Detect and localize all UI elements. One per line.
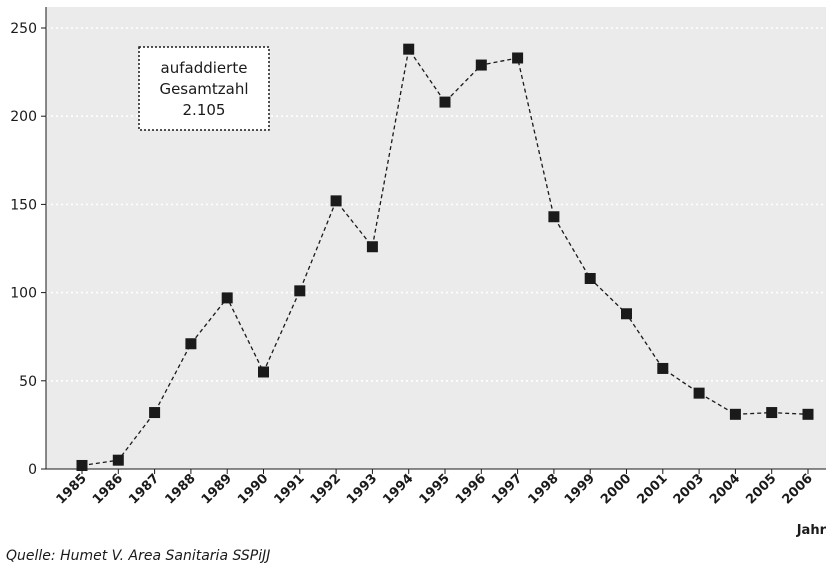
data-point [729,408,741,420]
data-point [439,96,451,108]
data-point [149,407,161,419]
x-tick-label: 1987 [126,471,162,507]
data-point [657,362,669,374]
x-tick-label: 1999 [562,471,598,507]
x-tick-label: 1990 [235,471,271,507]
y-tick-label: 150 [10,197,37,213]
x-tick-label: 1991 [271,471,307,507]
data-point [512,52,524,64]
x-tick-label: 1988 [163,471,199,507]
source-note: Quelle: Humet V. Area Sanitaria SSPiJJ [6,548,271,564]
x-tick-label: 1986 [90,471,126,507]
data-point [693,387,705,399]
y-tick-label: 50 [19,374,37,390]
x-tick-label: 1989 [199,471,235,507]
data-point [185,338,197,350]
data-point [621,308,632,320]
y-tick-label: 250 [10,21,37,37]
data-point [221,292,233,304]
x-tick-label: 2001 [634,471,670,507]
y-tick-label: 100 [10,286,37,302]
x-tick-label: 1985 [54,471,90,507]
data-point [548,211,560,223]
x-tick-label: 1997 [489,471,525,507]
x-tick-label: 1993 [344,471,380,507]
x-tick-label: 2006 [780,471,816,507]
y-tick-label: 0 [28,462,37,478]
data-point [366,241,378,253]
data-point [403,43,415,55]
x-tick-label: 1996 [453,471,489,507]
x-tick-label: 1998 [526,471,562,507]
x-tick-label: 1995 [417,471,453,507]
data-point [330,195,342,207]
annotation-text: aufaddierte [161,59,248,77]
x-tick-label: 1992 [308,471,344,507]
x-tick-label: 1994 [380,471,416,507]
x-axis-label: Jahr [796,523,827,538]
data-point [584,272,596,284]
annotation-box [138,46,270,131]
y-tick-label: 200 [10,109,37,125]
x-tick-label: 2000 [598,471,634,507]
data-point [802,408,814,420]
data-point [475,59,487,71]
data-point [258,366,269,378]
data-point [76,459,88,471]
x-tick-label: 2004 [707,471,743,507]
data-point [112,454,124,466]
data-point [766,407,778,419]
annotation-text: 2.105 [183,101,226,119]
data-point [294,285,306,297]
annotation-text: Gesamtzahl [159,80,248,98]
x-tick-label: 2003 [671,471,707,507]
x-tick-label: 2005 [743,471,779,507]
